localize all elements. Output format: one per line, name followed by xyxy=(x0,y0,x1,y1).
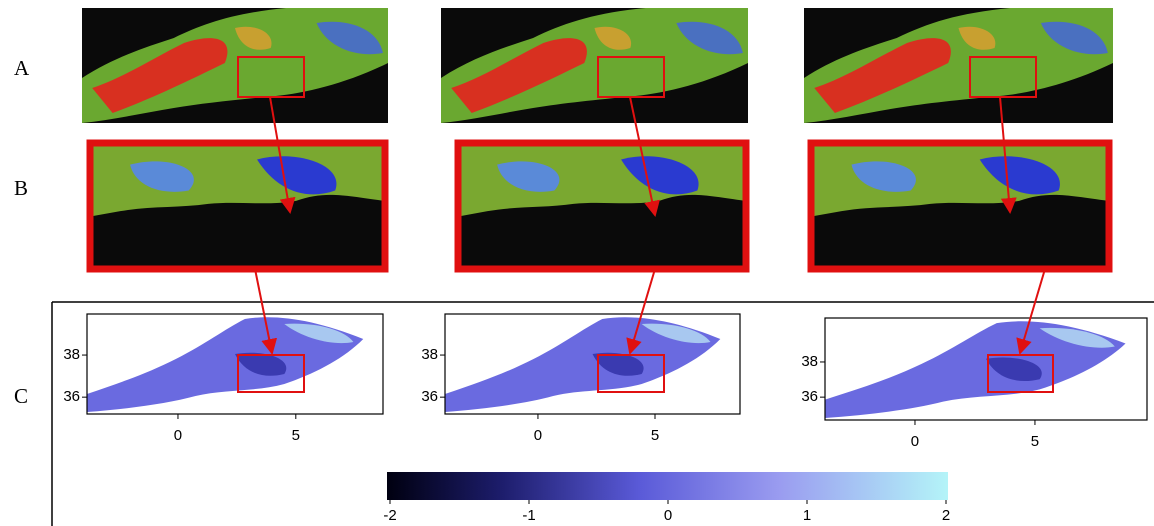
x-tick-label: 0 xyxy=(174,427,182,444)
y-tick-label: 38 xyxy=(801,353,818,370)
x-tick-label: 5 xyxy=(1031,433,1039,450)
row-label: C xyxy=(14,384,28,408)
y-tick-label: 36 xyxy=(801,388,818,405)
colorbar-tick-label: -1 xyxy=(522,507,535,524)
y-tick-label: 38 xyxy=(421,346,438,363)
x-tick-label: 0 xyxy=(534,427,542,444)
colorbar-tick-label: -2 xyxy=(383,507,396,524)
colorbar-tick-label: 1 xyxy=(803,507,811,524)
y-tick-label: 36 xyxy=(421,388,438,405)
row-label: B xyxy=(14,176,28,200)
y-tick-label: 36 xyxy=(63,388,80,405)
x-tick-label: 5 xyxy=(292,427,300,444)
x-tick-label: 5 xyxy=(651,427,659,444)
y-tick-label: 38 xyxy=(63,346,80,363)
colorbar-tick-label: 0 xyxy=(664,507,672,524)
x-tick-label: 0 xyxy=(911,433,919,450)
image-row-a xyxy=(82,8,1113,123)
figure: 0 5 36 38 0 5 36 38 0 5 36 38 A B C -2 -1 0 1 2 xyxy=(0,0,1154,526)
colorbar xyxy=(387,472,948,500)
colorbar-tick-label: 2 xyxy=(942,507,950,524)
row-label: A xyxy=(14,56,30,80)
image-row-b xyxy=(90,143,1109,269)
